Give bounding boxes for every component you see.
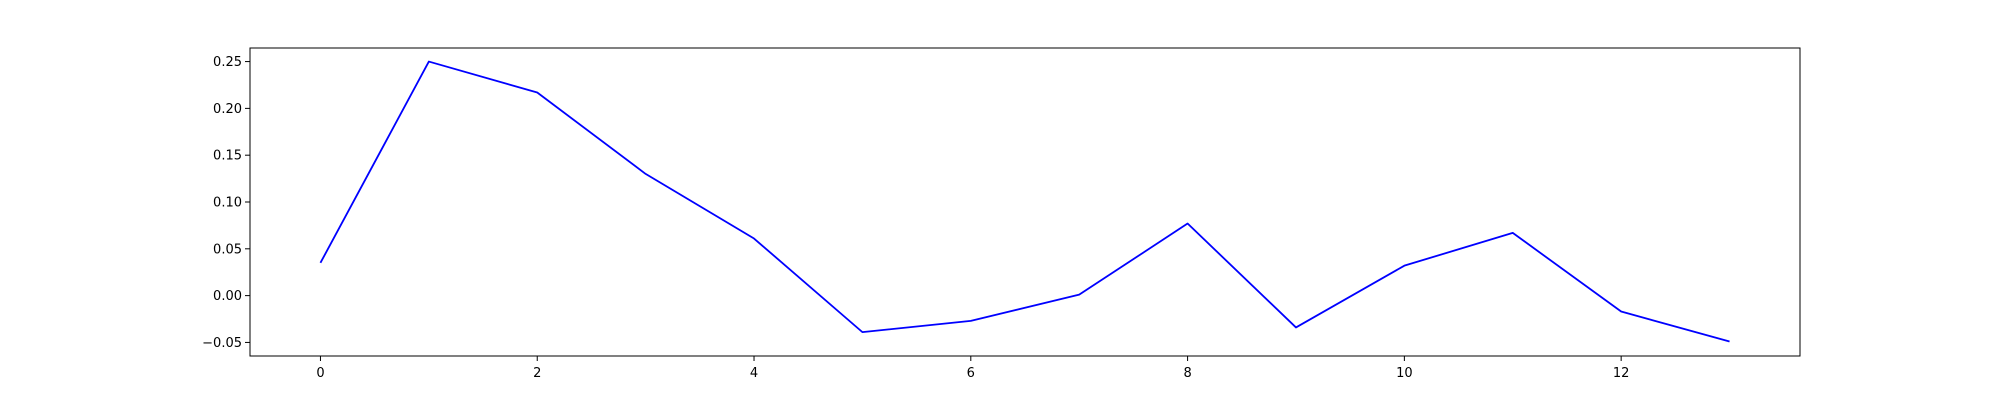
y-tick-label: 0.25 [213,55,242,70]
x-tick-label: 0 [316,366,324,381]
y-axis: −0.05 0.00 0.05 0.10 0.15 0.20 0.25 [202,55,250,351]
series-layer [319,60,1730,343]
x-tick-label: 12 [1613,366,1630,381]
y-tick-label: 0.00 [213,289,242,304]
y-tick-label: 0.20 [213,102,242,117]
x-tick-label: 2 [533,366,541,381]
x-tick-label: 10 [1396,366,1413,381]
y-tick-label: 0.10 [213,196,242,211]
x-tick-label: 6 [967,366,975,381]
series-line [319,60,1730,343]
y-tick-label: 0.05 [213,242,242,257]
y-tick-label: −0.05 [202,336,242,351]
y-tick-label: 0.15 [213,149,242,164]
x-tick-label: 4 [750,366,758,381]
plot-area-frame [249,47,1801,357]
x-tick-label: 8 [1183,366,1191,381]
x-axis: 0 2 4 6 8 10 12 [316,356,1629,381]
